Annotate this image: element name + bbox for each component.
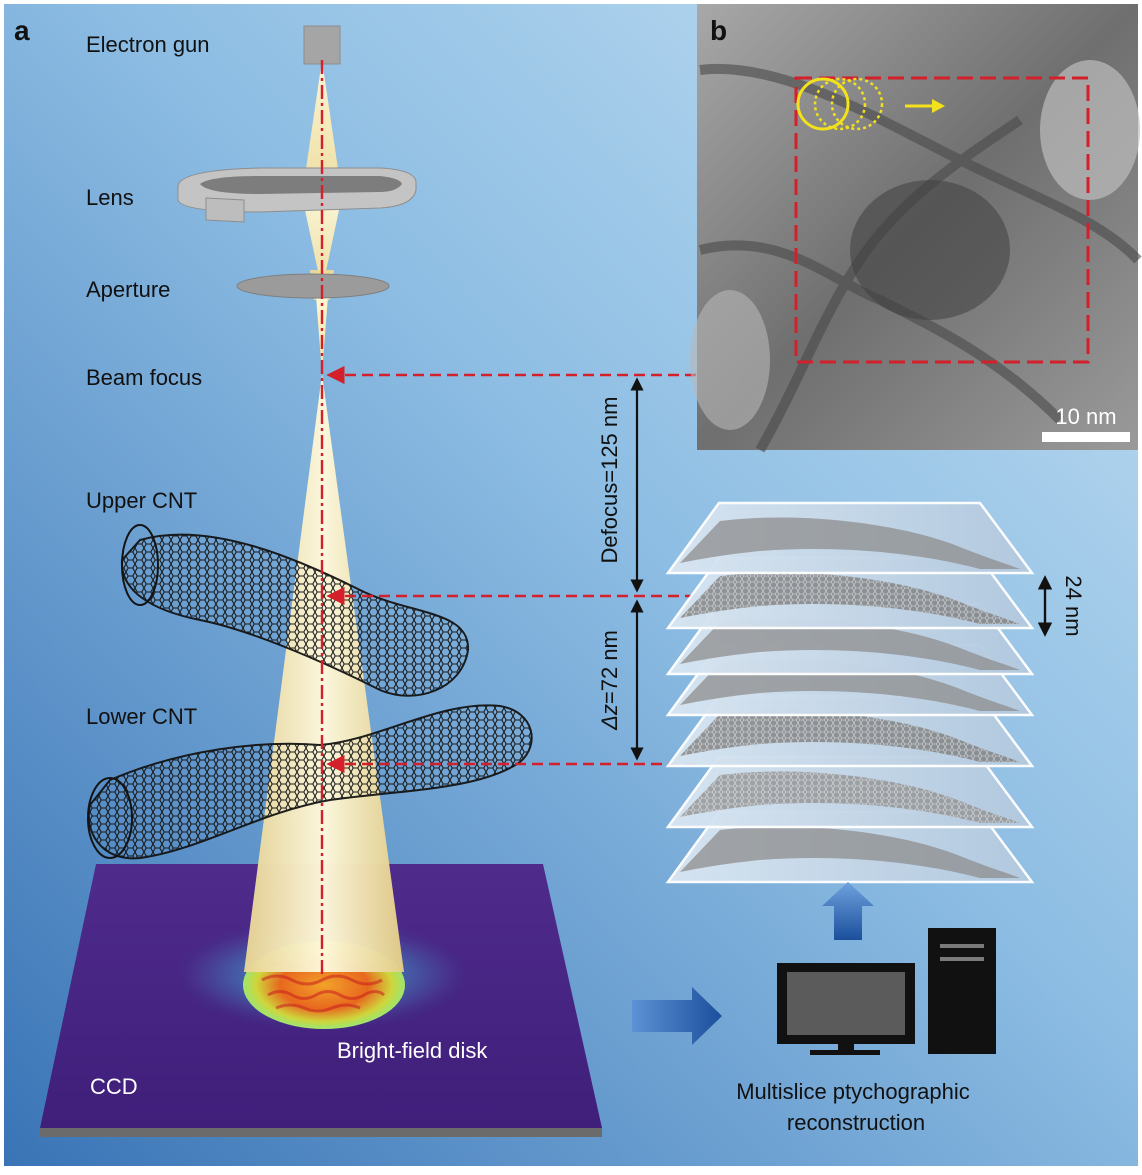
computer [777,928,996,1055]
label-delta-z-symbol: Δz [597,704,622,731]
reconstruction-slice [665,556,1035,630]
label-beam-focus: Beam focus [86,365,202,390]
label-slice-spacing: 24 nm [1061,575,1086,636]
probe-position [796,77,850,131]
label-scale-bar: 10 nm [1055,404,1116,429]
aperture-disk [236,273,390,299]
label-delta-z: Δz=72 nm [597,630,622,731]
computer-tower [928,928,996,1054]
flow-arrow-right [632,987,722,1045]
reconstruction-slice [665,501,1035,575]
scan-region [794,76,1090,364]
upper-cnt [120,524,470,697]
label-aperture: Aperture [86,277,170,302]
probe-position-shift-2 [830,77,884,131]
panel-label-a: a [14,15,30,46]
lens-ring [177,167,417,223]
label-ccd: CCD [90,1074,138,1099]
label-upper-cnt: Upper CNT [86,488,197,513]
scale-bar [1042,432,1130,442]
label-reconstruction-line1: Multislice ptychographic [736,1079,970,1104]
flow-arrow-up [822,882,874,940]
label-reconstruction-line2: reconstruction [787,1110,925,1135]
label-electron-gun: Electron gun [86,32,210,57]
label-bright-field-disk: Bright-field disk [337,1038,488,1063]
label-lower-cnt: Lower CNT [86,704,197,729]
reconstruction-slice [665,810,1035,884]
electron-gun-block [303,25,341,65]
monitor-screen [787,972,905,1035]
probe-position-shift-1 [813,77,867,131]
label-lens: Lens [86,185,134,210]
panel-label-b: b [710,15,727,46]
label-delta-z-value: =72 nm [597,630,622,704]
reconstruction-slice [665,755,1035,829]
inset-b [690,4,1142,453]
slice-stack [665,501,1035,884]
label-defocus: Defocus=125 nm [597,397,622,564]
